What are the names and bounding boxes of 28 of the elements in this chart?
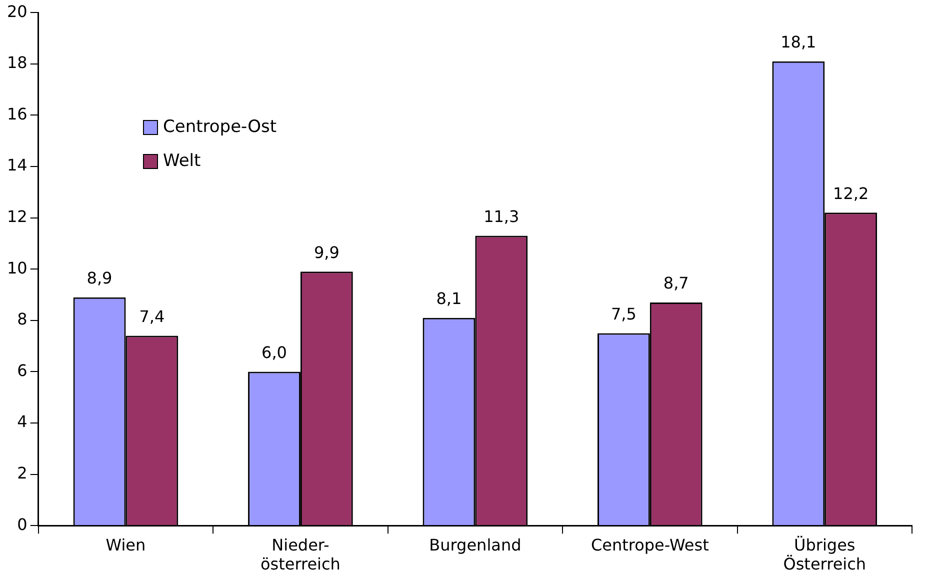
y-tick-label: 12 — [7, 206, 28, 226]
data-label: 7,5 — [610, 304, 636, 324]
legend-label: Welt — [163, 151, 201, 171]
data-label: 9,9 — [314, 242, 340, 262]
x-tick-label: Burgenland — [429, 535, 522, 554]
legend-label: Centrope-Ost — [163, 117, 277, 137]
x-tick-label: Nieder- österreich — [260, 535, 340, 574]
data-label: 6,0 — [262, 342, 287, 362]
y-tick-label: 8 — [17, 310, 28, 329]
x-tick-label: Centrope-West — [590, 535, 709, 554]
data-label: 12,2 — [833, 184, 869, 203]
data-label: 11,3 — [484, 206, 520, 226]
y-tick-label: 14 — [7, 156, 28, 175]
y-tick-label: 16 — [7, 104, 28, 124]
data-label: 8,9 — [86, 268, 112, 288]
data-label: 8,7 — [663, 274, 689, 293]
data-label: 8,1 — [436, 288, 462, 308]
y-tick-label: 6 — [17, 360, 28, 380]
x-tick-label: Übriges Österreich — [783, 535, 866, 574]
x-tick-label: Wien — [106, 535, 146, 554]
y-tick-label: 18 — [7, 53, 28, 72]
data-label: 7,4 — [139, 306, 165, 326]
y-tick-label: 10 — [7, 258, 28, 278]
y-tick-label: 4 — [17, 412, 28, 432]
y-tick-label: 20 — [7, 2, 28, 21]
data-label: 18,1 — [780, 32, 816, 52]
y-tick-label: 2 — [17, 463, 28, 482]
y-tick-label: 0 — [17, 514, 28, 534]
